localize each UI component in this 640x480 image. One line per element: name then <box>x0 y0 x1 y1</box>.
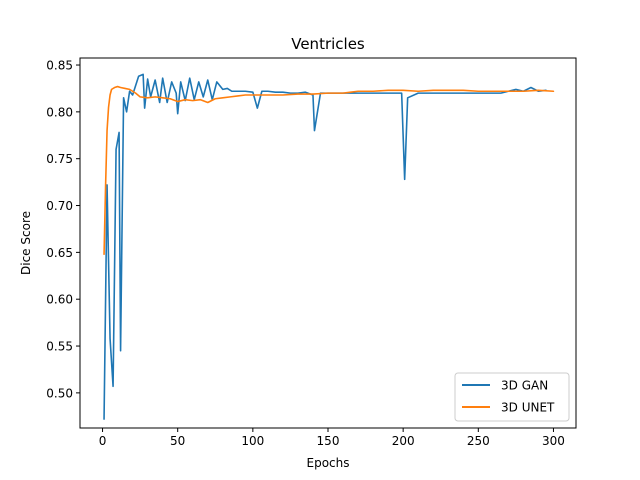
x-tick-label: 200 <box>392 434 415 448</box>
legend: 3D GAN 3D UNET <box>454 372 570 422</box>
y-tick-label: 0.50 <box>46 386 73 400</box>
legend-label-3d-gan: 3D GAN <box>501 379 548 393</box>
x-axis-label: Epochs <box>307 456 350 470</box>
x-axis-ticks: 0 50 100 150 200 250 300 <box>99 428 565 448</box>
legend-label-3d-unet: 3D UNET <box>501 401 555 415</box>
x-tick-label: 100 <box>241 434 264 448</box>
x-tick-label: 300 <box>542 434 565 448</box>
y-tick-label: 0.75 <box>46 152 73 166</box>
y-tick-label: 0.70 <box>46 199 73 213</box>
plot-layer <box>103 73 555 420</box>
x-tick-label: 50 <box>170 434 185 448</box>
y-tick-label: 0.55 <box>46 340 73 354</box>
series-line-3d-gan <box>103 73 547 420</box>
series-line-3d-unet <box>103 85 555 256</box>
y-axis-ticks: 0.50 0.55 0.60 0.65 0.70 0.75 0.80 0.85 <box>46 59 80 400</box>
axes-frame <box>79 57 577 429</box>
y-tick-label: 0.65 <box>46 246 73 260</box>
x-tick-label: 150 <box>317 434 340 448</box>
x-tick-label: 250 <box>467 434 490 448</box>
y-tick-label: 0.80 <box>46 105 73 119</box>
y-axis-label: Dice Score <box>19 211 33 275</box>
x-tick-label: 0 <box>99 434 107 448</box>
y-tick-label: 0.85 <box>46 59 73 73</box>
chart-title: Ventricles <box>291 35 365 53</box>
y-tick-label: 0.60 <box>46 293 73 307</box>
